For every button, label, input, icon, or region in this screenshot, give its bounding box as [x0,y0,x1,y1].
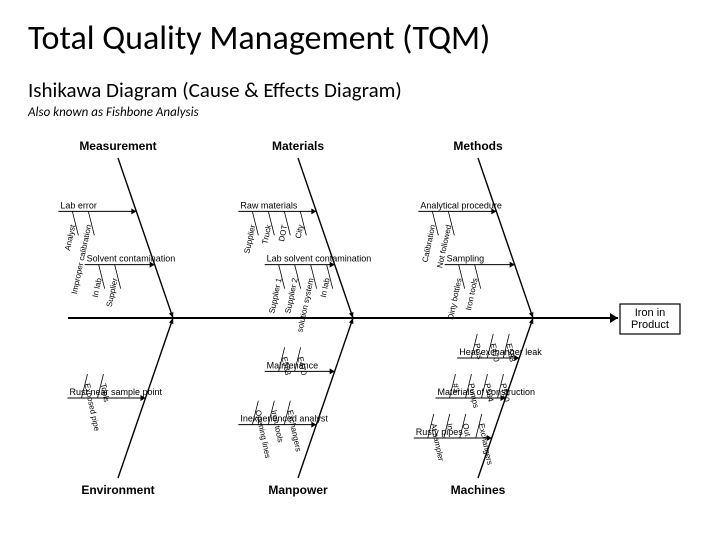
svg-text:P584: P584 [483,383,496,404]
slide-title: Total Quality Management (TQM) [28,18,692,59]
svg-text:E470: E470 [488,343,501,364]
svg-text:In lab: In lab [91,277,104,299]
svg-text:Supplier 1: Supplier 1 [267,277,283,315]
svg-text:Machines: Machines [451,483,506,497]
svg-text:Dirty bottles: Dirty bottles [446,277,464,320]
svg-text:Analytical procedure: Analytical procedure [420,200,502,210]
svg-text:Maintenance: Maintenance [267,360,319,370]
svg-text:Product: Product [631,319,669,331]
svg-text:Materials: Materials [272,139,324,153]
svg-text:Supplier: Supplier [242,224,257,255]
fishbone-svg: Iron inProduct Measurement Lab error Analys… [28,128,692,508]
svg-text:Exchangers: Exchangers [477,423,495,466]
svg-text:Lab error: Lab error [60,200,97,210]
svg-text:Supplier 2: Supplier 2 [283,277,299,315]
svg-text:Manpower: Manpower [268,483,328,497]
svg-text:Iron in: Iron in [635,307,666,319]
svg-text:E583: E583 [280,356,293,377]
svg-text:Iron tools: Iron tools [464,277,480,311]
svg-text:Truck: Truck [260,223,273,245]
svg-text:Supplier: Supplier [105,277,120,308]
slide-note: Also known as Fishbone Analysis [28,105,692,120]
svg-text:E583: E583 [504,343,517,364]
svg-text:Methods: Methods [453,139,503,153]
svg-text:Raw materials: Raw materials [240,200,298,210]
svg-text:solution system: solution system [295,277,315,333]
svg-text:Pots: Pots [472,343,484,361]
slide-subtitle: Ishikawa Diagram (Cause & Effects Diagra… [28,77,692,103]
svg-text:Environment: Environment [81,483,154,497]
svg-text:Calibration: Calibration [421,224,438,263]
svg-text:Tools: Tools [99,383,112,403]
svg-text:City: City [294,224,306,239]
svg-text:Lab solvent contamination: Lab solvent contamination [267,254,372,264]
svg-text:Measurement: Measurement [79,139,156,153]
svg-text:In lab: In lab [319,277,332,299]
svg-text:Solvent contamination: Solvent contamination [87,254,176,264]
svg-text:Analyst: Analyst [63,223,77,251]
svg-text:Sampling: Sampling [447,254,485,264]
svg-text:E470: E470 [296,356,309,377]
svg-text:DOT: DOT [277,224,289,242]
fishbone-diagram: Iron inProduct Measurement Lab error Analys… [28,128,692,508]
